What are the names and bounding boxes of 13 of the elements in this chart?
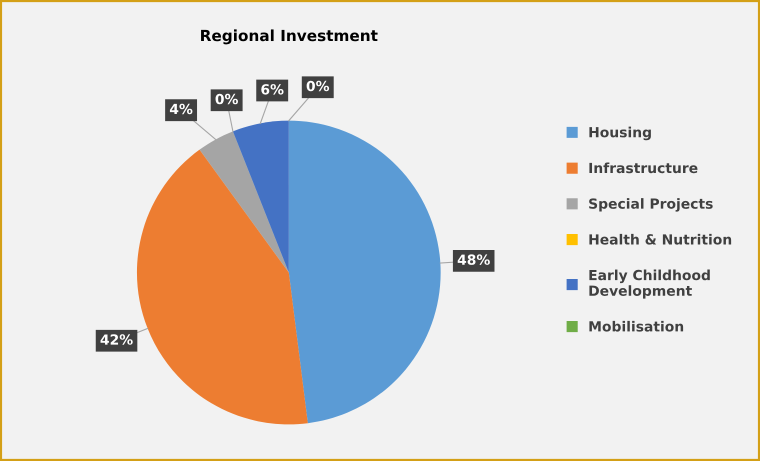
data-label: 6% [261, 84, 284, 95]
legend-label: Mobilisation [589, 320, 684, 332]
legend-label: Special Projects [589, 198, 713, 212]
legend-label: Early Childhood Development [589, 270, 710, 299]
text: 0% [216, 94, 238, 104]
data-label: 42% [100, 334, 133, 345]
legend-label: Housing [589, 126, 651, 140]
legend-label: Infrastructure [589, 162, 698, 174]
data-label: 4% [170, 104, 192, 114]
chart-title: Regional Investment [201, 29, 378, 44]
text: 0% [306, 80, 330, 92]
data-label: 48% [458, 254, 490, 265]
legend-label: Health & Nutrition [589, 234, 732, 245]
